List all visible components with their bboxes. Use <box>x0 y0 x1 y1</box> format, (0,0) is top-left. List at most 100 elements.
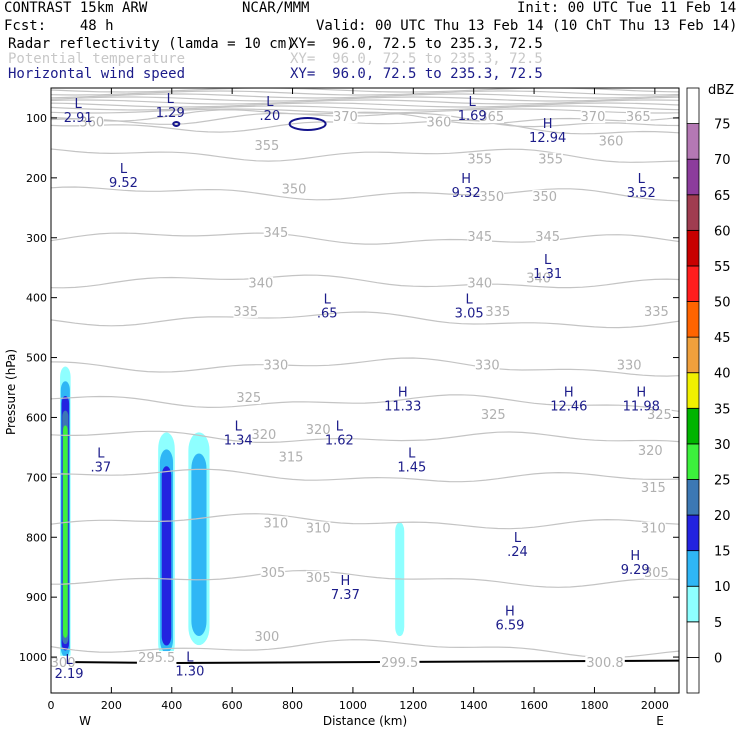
theta-contour <box>51 394 679 412</box>
y-tick-label: 600 <box>26 411 47 424</box>
wind-extremum-type: L <box>65 653 73 668</box>
theta-label: 330 <box>475 359 500 374</box>
wind-extremum-type: L <box>266 95 274 110</box>
theta-label-bg <box>644 566 669 579</box>
theta-label: 340 <box>467 277 492 292</box>
theta-label-bg <box>281 182 307 196</box>
theta-label-bg <box>426 115 452 129</box>
colorbar-level-label: 20 <box>714 509 731 524</box>
theta-contour-upper <box>51 108 679 114</box>
theta-label: 325 <box>481 408 506 423</box>
reflectivity-cell <box>63 425 68 638</box>
theta-contour <box>51 109 679 125</box>
init-time: Init: 00 UTC Tue 11 Feb 14 <box>517 0 737 16</box>
theta-label-bg <box>644 304 669 318</box>
theta-label: 340 <box>248 277 273 292</box>
wind-extremum-type: L <box>466 293 474 308</box>
wind-extremum-value: 1.62 <box>325 434 354 449</box>
x-tick-label: 0 <box>48 699 55 712</box>
theta-label-bg <box>532 189 557 203</box>
theta-label: 295.5 <box>138 651 175 666</box>
theta-label: 335 <box>644 305 669 320</box>
colorbar-swatch <box>686 123 700 160</box>
colorbar-unit: dBZ <box>708 83 734 98</box>
theta-label-bg <box>236 391 262 405</box>
theta-label-bg <box>467 152 492 166</box>
theta-label: 345 <box>264 226 289 241</box>
field-2-xy: XY= 96.0, 72.5 to 235.3, 72.5 <box>290 51 543 67</box>
wind-contour <box>288 116 327 131</box>
theta-label-bg <box>598 134 624 148</box>
theta-contour-upper <box>51 88 679 93</box>
model-title: CONTRAST 15km ARW <box>4 0 148 16</box>
theta-label-bg <box>616 358 642 372</box>
wind-extremum-type: L <box>97 447 105 462</box>
colorbar-swatch <box>686 229 700 267</box>
wind-extremum-value: 6.59 <box>495 619 524 634</box>
y-tick-label: 100 <box>26 112 47 125</box>
theta-label: 370 <box>581 110 606 125</box>
theta-label: 345 <box>535 230 560 245</box>
wind-extremum-type: H <box>636 385 646 400</box>
theta-label-bg <box>526 271 551 285</box>
wind-extremum-value: 12.46 <box>550 399 587 414</box>
theta-label: 350 <box>479 190 504 205</box>
wind-extremum-type: L <box>408 447 416 462</box>
wind-extremum-value: 11.98 <box>623 399 660 414</box>
theta-label-bg <box>580 110 606 124</box>
theta-label-bg <box>305 570 331 584</box>
wind-extremum-value: 1.29 <box>156 106 185 121</box>
y-tick-label: 700 <box>26 471 47 484</box>
wind-extremum-type: L <box>324 293 332 308</box>
colorbar-level-label: 75 <box>714 118 731 133</box>
x-tick-label: 2000 <box>641 699 669 712</box>
theta-label-bg <box>638 443 663 457</box>
theta-label: 310 <box>306 522 331 537</box>
wind-extremum-value: 1.30 <box>175 664 204 679</box>
field-3-xy: XY= 96.0, 72.5 to 235.3, 72.5 <box>290 66 543 82</box>
theta-contour-upper <box>51 99 679 105</box>
theta-label-bg <box>50 655 76 669</box>
theta-contour <box>51 119 679 135</box>
theta-label-bg <box>479 110 505 124</box>
x-tick-label: 1400 <box>460 699 488 712</box>
theta-label: 320 <box>251 428 276 443</box>
theta-label-bg <box>481 407 506 421</box>
wind-extremum-value: 9.29 <box>621 563 650 578</box>
wind-contour <box>172 120 181 127</box>
colorbar-swatch <box>686 87 700 124</box>
theta-label-bg <box>647 407 672 421</box>
field-1-name: Radar reflectivity (lamda = 10 cm) <box>8 36 295 52</box>
y-tick-label: 200 <box>26 172 47 185</box>
theta-label-bg <box>305 521 331 535</box>
wind-extremum-type: L <box>469 95 477 110</box>
colorbar-swatch <box>686 585 700 623</box>
wind-extremum-value: .65 <box>317 307 338 322</box>
colorbar-level-label: 5 <box>714 616 722 631</box>
theta-label: 315 <box>279 450 304 465</box>
theta-label-bg <box>260 566 286 579</box>
colorbar-swatch <box>686 372 700 409</box>
y-tick-label: 900 <box>26 591 47 604</box>
field-1-xy: XY= 96.0, 72.5 to 235.3, 72.5 <box>290 36 543 52</box>
theta-label: 370 <box>333 110 358 125</box>
east-label: E <box>656 714 664 728</box>
theta-label: 299.5 <box>381 656 418 671</box>
wind-extremum-value: .24 <box>507 545 528 560</box>
theta-label: 305 <box>260 566 285 581</box>
wind-extremum-type: H <box>461 172 471 187</box>
field-3-name: Horizontal wind speed <box>8 66 186 82</box>
x-axis-title: Distance (km) <box>323 714 407 728</box>
organization-label: NCAR/MMM <box>242 0 310 16</box>
theta-label-bg <box>263 516 289 530</box>
x-tick-label: 800 <box>282 699 303 712</box>
theta-label: 320 <box>306 423 331 438</box>
colorbar-level-label: 35 <box>714 402 731 417</box>
theta-label: 305 <box>644 566 669 581</box>
theta-label: 320 <box>638 444 663 459</box>
theta-label: 345 <box>467 230 492 245</box>
colorbar-swatch <box>686 301 700 338</box>
surface-line <box>51 659 679 665</box>
theta-label-bg <box>136 651 177 665</box>
theta-label: 350 <box>532 190 557 205</box>
